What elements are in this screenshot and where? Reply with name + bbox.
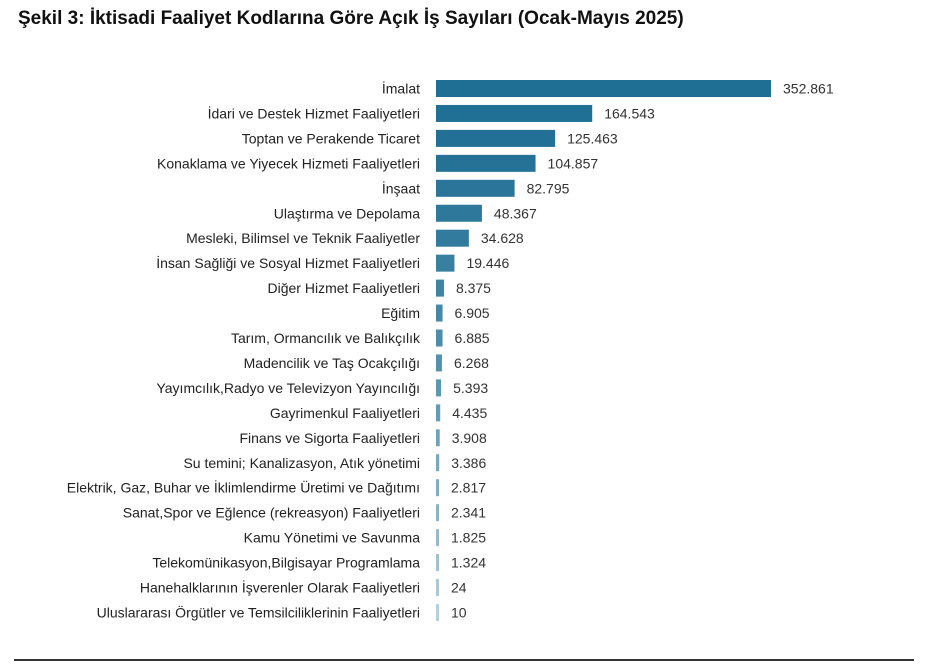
value-label: 6.905: [455, 305, 490, 321]
value-label: 82.795: [527, 180, 570, 196]
bar: [436, 229, 469, 247]
bottom-divider: [14, 659, 914, 661]
value-label: 125.463: [567, 130, 618, 146]
value-label: 10: [451, 604, 467, 620]
value-label: 19.446: [466, 255, 509, 271]
value-label: 2.817: [451, 480, 486, 496]
value-label: 352.861: [783, 81, 834, 97]
bar: [436, 479, 439, 497]
bar: [436, 379, 442, 397]
category-label: Yayımcılık,Radyo ve Televizyon Yayıncılı…: [156, 380, 420, 396]
value-label: 1.324: [451, 555, 486, 571]
category-label: Hanehalklarının İşverenler Olarak Faaliy…: [140, 579, 420, 596]
category-label: İnsan Sağliği ve Sosyal Hizmet Faaliyetl…: [156, 254, 420, 271]
bar: [436, 504, 439, 522]
category-label: Kamu Yönetimi ve Savunma: [244, 530, 421, 546]
value-label: 3.908: [452, 430, 487, 446]
value-label: 4.435: [452, 405, 487, 421]
bar: [436, 454, 440, 472]
bar: [436, 129, 556, 147]
bar: [436, 529, 439, 547]
category-label: Mesleki, Bilimsel ve Teknik Faaliyetler: [186, 230, 420, 246]
category-label: Elektrik, Gaz, Buhar ve İklimlendirme Ür…: [67, 479, 420, 496]
category-label: Telekomünikasyon,Bilgisayar Programlama: [152, 555, 420, 571]
bar: [436, 154, 536, 172]
category-label: Ulaştırma ve Depolama: [274, 205, 420, 221]
bar: [436, 329, 443, 347]
value-label: 8.375: [456, 280, 491, 296]
bar: [436, 404, 441, 422]
bar: [436, 354, 442, 372]
value-label: 104.857: [548, 155, 599, 171]
bar: [436, 603, 439, 621]
value-label: 48.367: [494, 205, 537, 221]
category-label: Diğer Hizmet Faaliyetleri: [268, 280, 420, 296]
value-label: 5.393: [453, 380, 488, 396]
bar: [436, 429, 440, 447]
category-label: Finans ve Sigorta Faaliyetleri: [239, 430, 420, 446]
value-label: 24: [451, 580, 467, 596]
bar: [436, 579, 439, 596]
category-label: Su temini; Kanalizasyon, Atık yönetimi: [183, 455, 420, 471]
category-label: Sanat,Spor ve Eğlence (rekreasyon) Faali…: [123, 505, 420, 521]
bar: [436, 179, 515, 197]
category-label: Uluslararası Örgütler ve Temsilcilikleri…: [97, 603, 420, 620]
bar: [436, 554, 439, 572]
bar: [436, 279, 444, 297]
bar: [436, 80, 771, 97]
category-label: Madencilik ve Taş Ocakçılığı: [244, 355, 420, 371]
category-label: Toptan ve Perakende Ticaret: [242, 130, 420, 146]
category-label: Tarım, Ormancılık ve Balıkçılık: [231, 330, 421, 346]
category-label: Gayrimenkul Faaliyetleri: [270, 405, 420, 421]
bar: [436, 304, 443, 322]
category-label: İnşaat: [382, 179, 420, 196]
value-label: 3.386: [451, 455, 486, 471]
bar: [436, 104, 593, 122]
bar: [436, 204, 482, 222]
chart-title: Şekil 3: İktisadi Faaliyet Kodlarına Gör…: [18, 8, 684, 29]
bar: [436, 254, 455, 272]
value-label: 34.628: [481, 230, 524, 246]
value-label: 6.268: [454, 355, 489, 371]
category-label: İdari ve Destek Hizmet Faaliyetleri: [208, 104, 420, 121]
category-label: Konaklama ve Yiyecek Hizmeti Faaliyetler…: [157, 155, 420, 171]
value-label: 6.885: [455, 330, 490, 346]
category-label: Eğitim: [381, 305, 420, 321]
value-label: 1.825: [451, 530, 486, 546]
category-label: İmalat: [382, 80, 420, 97]
value-label: 2.341: [451, 505, 486, 521]
value-label: 164.543: [604, 105, 655, 121]
